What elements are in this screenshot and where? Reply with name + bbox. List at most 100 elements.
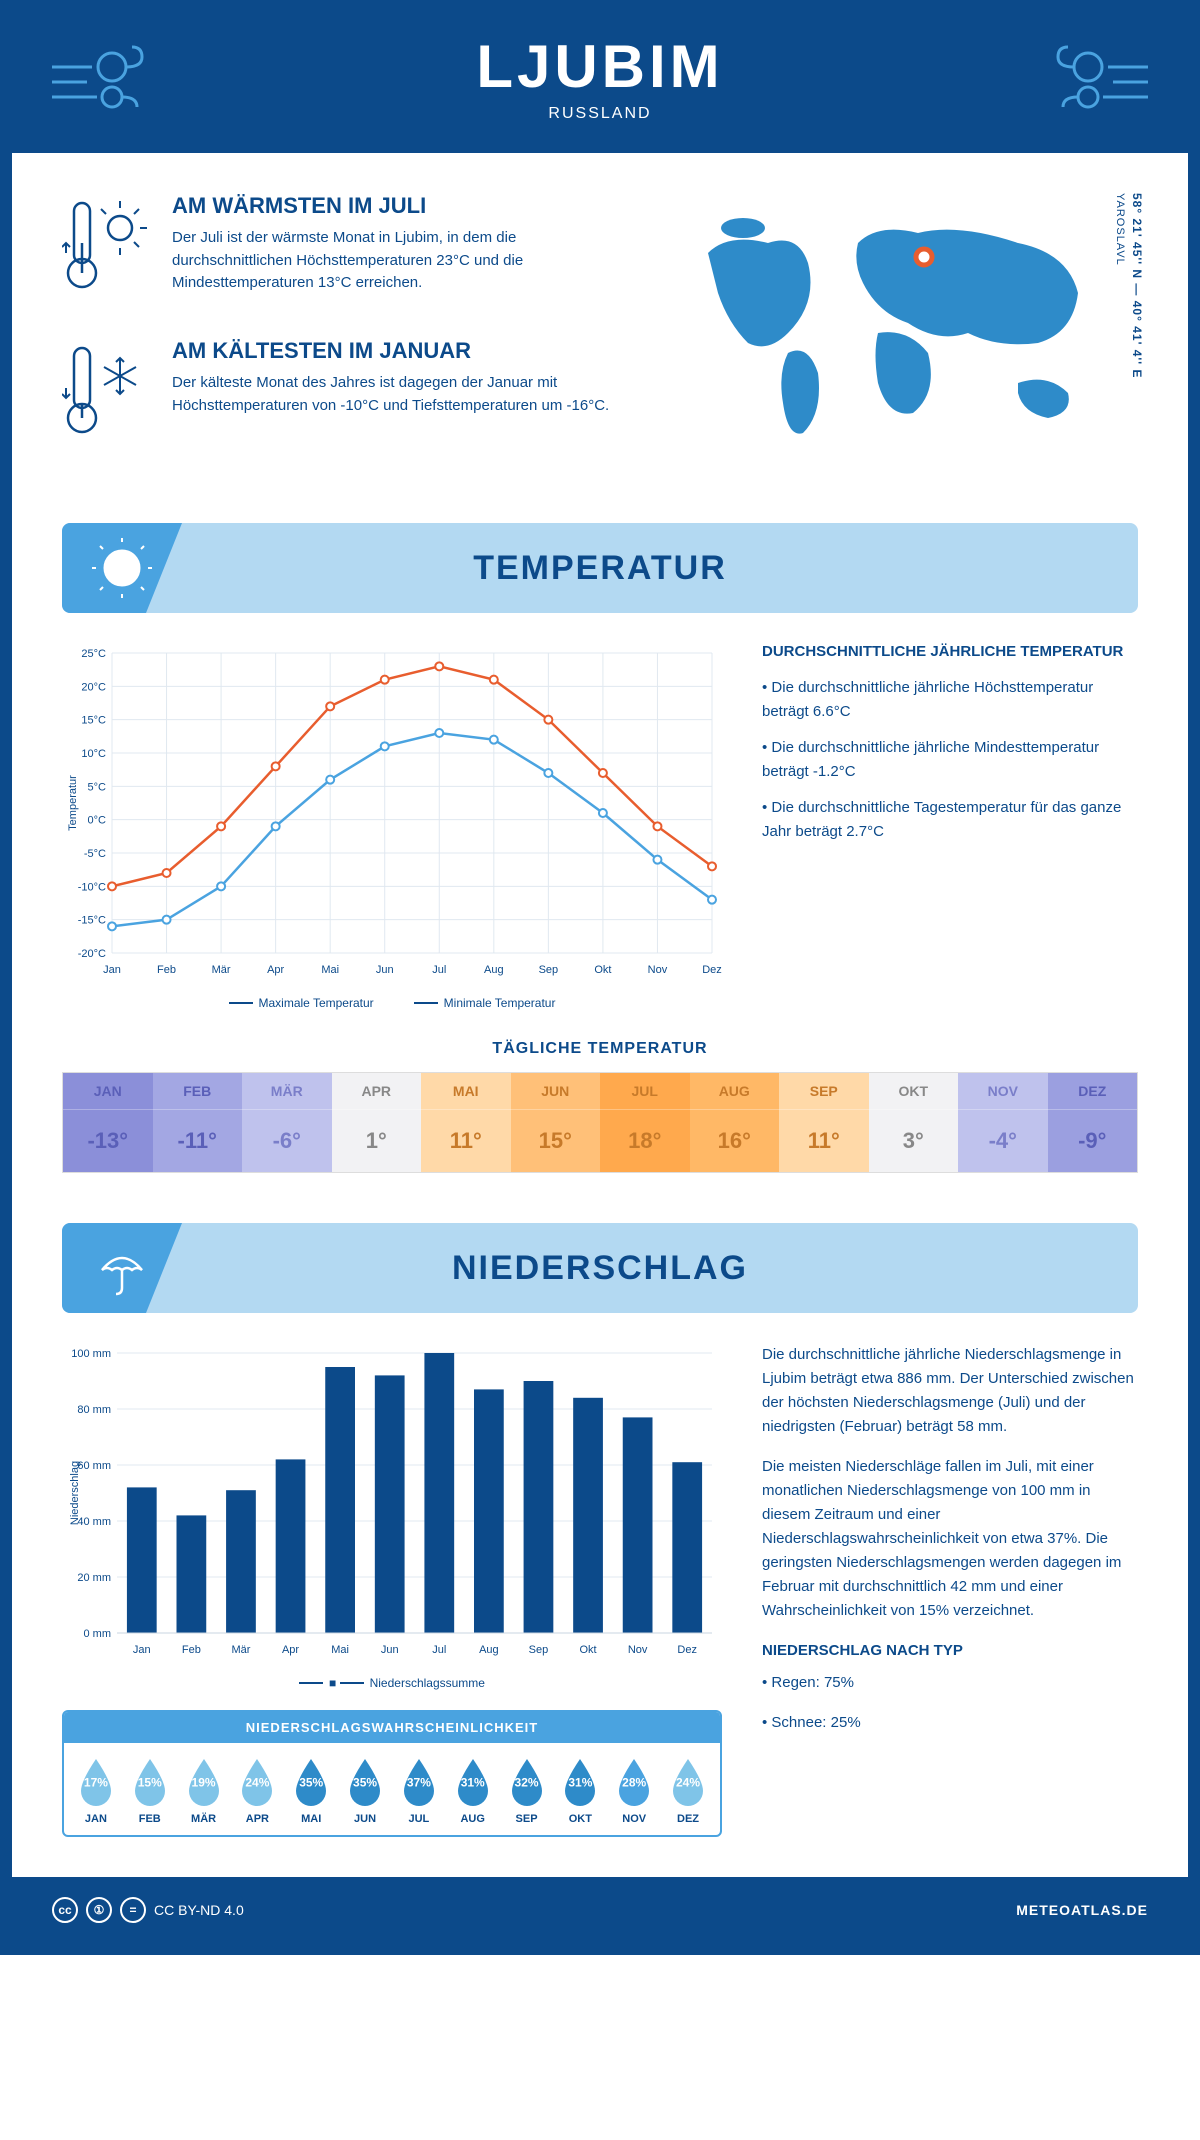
svg-text:20°C: 20°C — [81, 681, 106, 693]
fact-cold-text: Der kälteste Monat des Jahres ist dagege… — [172, 372, 638, 417]
site-name: METEOATLAS.DE — [1016, 1902, 1148, 1918]
temp-col: FEB-11° — [153, 1073, 243, 1172]
temp-col: DEZ-9° — [1048, 1073, 1138, 1172]
svg-text:10°C: 10°C — [81, 748, 106, 760]
svg-text:-10°C: -10°C — [78, 881, 106, 893]
prob-drop: 37%JUL — [393, 1755, 445, 1825]
svg-text:25°C: 25°C — [81, 648, 106, 660]
section-header-precip: NIEDERSCHLAG — [62, 1223, 1138, 1313]
svg-text:Dez: Dez — [702, 964, 722, 976]
precip-p1: Die durchschnittliche jährliche Niedersc… — [762, 1343, 1138, 1439]
precip-probability-box: NIEDERSCHLAGSWAHRSCHEINLICHKEIT 17%JAN15… — [62, 1710, 722, 1837]
svg-text:20 mm: 20 mm — [77, 1572, 111, 1584]
svg-text:Feb: Feb — [157, 964, 176, 976]
svg-text:Nov: Nov — [648, 964, 668, 976]
svg-text:100 mm: 100 mm — [71, 1348, 111, 1360]
license: cc ① = CC BY-ND 4.0 — [52, 1897, 244, 1923]
world-map: YAROSLAVL 58° 21' 45'' N — 40° 41' 4'' E — [678, 193, 1138, 483]
temp-col: MÄR-6° — [242, 1073, 332, 1172]
prob-drop: 35%JUN — [339, 1755, 391, 1825]
notes-p3: • Die durchschnittliche Tagestemperatur … — [762, 796, 1138, 844]
prob-drop: 24%APR — [231, 1755, 283, 1825]
fact-coldest: AM KÄLTESTEN IM JANUAR Der kälteste Mona… — [62, 338, 638, 453]
svg-text:Jul: Jul — [432, 964, 446, 976]
thermometer-sun-icon — [62, 193, 152, 308]
region-label: YAROSLAVL — [1114, 193, 1126, 266]
temperature-notes: DURCHSCHNITTLICHE JÄHRLICHE TEMPERATUR •… — [762, 643, 1138, 1010]
fact-cold-title: AM KÄLTESTEN IM JANUAR — [172, 338, 638, 364]
svg-text:Temperatur: Temperatur — [67, 775, 79, 831]
prob-drop: 31%OKT — [554, 1755, 606, 1825]
wind-icon — [42, 32, 152, 132]
by-icon: ① — [86, 1897, 112, 1923]
notes-p1: • Die durchschnittliche jährliche Höchst… — [762, 676, 1138, 724]
fact-warm-title: AM WÄRMSTEN IM JULI — [172, 193, 638, 219]
precip-p2: Die meisten Niederschläge fallen im Juli… — [762, 1455, 1138, 1623]
prob-drop: 32%SEP — [501, 1755, 553, 1825]
coords-label: 58° 21' 45'' N — 40° 41' 4'' E — [1130, 193, 1144, 378]
legend-precip: ■ Niederschlagssumme — [299, 1676, 485, 1690]
notes-p2: • Die durchschnittliche jährliche Mindes… — [762, 736, 1138, 784]
svg-text:Jun: Jun — [376, 964, 394, 976]
temp-col: JUL18° — [600, 1073, 690, 1172]
svg-text:Aug: Aug — [479, 1644, 499, 1656]
svg-text:Sep: Sep — [529, 1644, 549, 1656]
section-header-temperature: TEMPERATUR — [62, 523, 1138, 613]
legend-min: Minimale Temperatur — [414, 996, 556, 1010]
prob-drop: 15%FEB — [124, 1755, 176, 1825]
prob-drop: 28%NOV — [608, 1755, 660, 1825]
svg-text:Niederschlag: Niederschlag — [69, 1461, 81, 1525]
temp-col: AUG16° — [690, 1073, 780, 1172]
svg-text:60 mm: 60 mm — [77, 1460, 111, 1472]
svg-text:Jun: Jun — [381, 1644, 399, 1656]
svg-text:80 mm: 80 mm — [77, 1404, 111, 1416]
svg-text:5°C: 5°C — [88, 781, 107, 793]
daily-temp-table: JAN-13°FEB-11°MÄR-6°APR1°MAI11°JUN15°JUL… — [62, 1072, 1138, 1173]
temp-col: OKT3° — [869, 1073, 959, 1172]
svg-text:Nov: Nov — [628, 1644, 648, 1656]
cc-icon: cc — [52, 1897, 78, 1923]
svg-text:15°C: 15°C — [81, 715, 106, 727]
temperature-line-chart: -20°C-15°C-10°C-5°C0°C5°C10°C15°C20°C25°… — [62, 643, 722, 1010]
precip-bar-chart: 0 mm20 mm40 mm60 mm80 mm100 mmJanFebMärA… — [62, 1343, 722, 1690]
svg-text:Okt: Okt — [594, 964, 611, 976]
svg-text:0°C: 0°C — [88, 815, 107, 827]
svg-text:-15°C: -15°C — [78, 915, 106, 927]
section-title: NIEDERSCHLAG — [452, 1249, 748, 1288]
prob-title: NIEDERSCHLAGSWAHRSCHEINLICHKEIT — [64, 1712, 720, 1743]
sun-icon — [92, 538, 152, 598]
fact-warmest: AM WÄRMSTEN IM JULI Der Juli ist der wär… — [62, 193, 638, 308]
svg-text:Mai: Mai — [331, 1644, 349, 1656]
city-title: LJUBIM — [12, 32, 1188, 101]
prob-drop: 24%DEZ — [662, 1755, 714, 1825]
svg-text:Okt: Okt — [579, 1644, 596, 1656]
prob-drop: 19%MÄR — [178, 1755, 230, 1825]
section-title: TEMPERATUR — [473, 549, 727, 588]
temp-col: MAI11° — [421, 1073, 511, 1172]
prob-drop: 35%MAI — [285, 1755, 337, 1825]
umbrella-icon — [92, 1238, 152, 1298]
svg-text:Jul: Jul — [432, 1644, 446, 1656]
svg-text:Jan: Jan — [103, 964, 121, 976]
svg-text:40 mm: 40 mm — [77, 1516, 111, 1528]
svg-text:Dez: Dez — [677, 1644, 697, 1656]
svg-text:0 mm: 0 mm — [84, 1628, 112, 1640]
svg-text:Apr: Apr — [282, 1644, 299, 1656]
prob-drop: 31%AUG — [447, 1755, 499, 1825]
thermometer-snow-icon — [62, 338, 152, 453]
temp-col: APR1° — [332, 1073, 422, 1172]
legend-max: Maximale Temperatur — [229, 996, 374, 1010]
precip-type-snow: • Schnee: 25% — [762, 1711, 1138, 1735]
temp-col: JUN15° — [511, 1073, 601, 1172]
precip-type-title: NIEDERSCHLAG NACH TYP — [762, 1639, 1138, 1663]
country-subtitle: RUSSLAND — [12, 105, 1188, 123]
header: LJUBIM RUSSLAND — [12, 12, 1188, 153]
temp-col: SEP11° — [779, 1073, 869, 1172]
license-text: CC BY-ND 4.0 — [154, 1902, 244, 1918]
svg-text:-5°C: -5°C — [84, 848, 106, 860]
fact-warm-text: Der Juli ist der wärmste Monat in Ljubim… — [172, 227, 638, 295]
temp-col: NOV-4° — [958, 1073, 1048, 1172]
nd-icon: = — [120, 1897, 146, 1923]
wind-icon — [1048, 32, 1158, 132]
svg-text:Mär: Mär — [212, 964, 231, 976]
